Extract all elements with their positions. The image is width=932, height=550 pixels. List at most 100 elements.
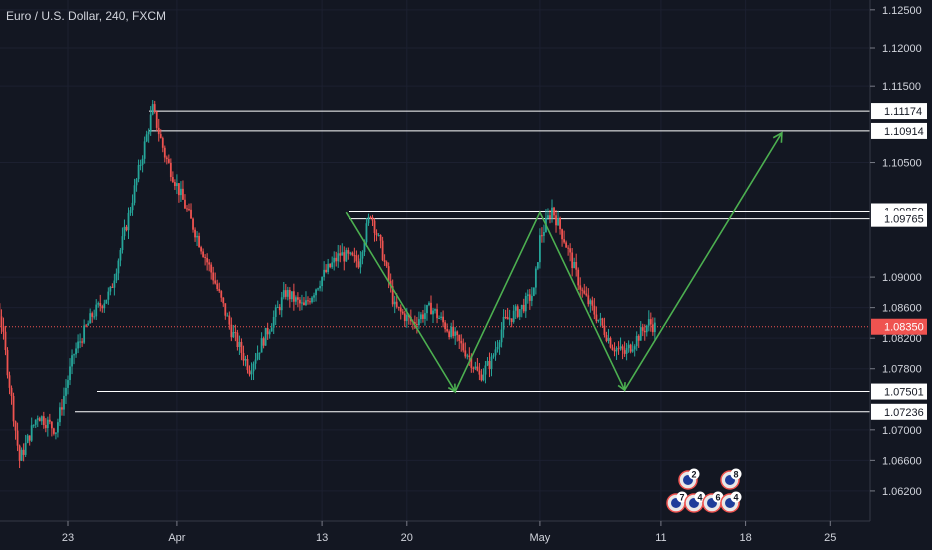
candle-body <box>615 348 618 352</box>
candle-body <box>206 257 209 263</box>
candle-body <box>238 341 241 348</box>
candle-body <box>351 252 354 256</box>
candle-body <box>420 314 422 320</box>
event-badge[interactable]: 4 <box>720 491 742 513</box>
y-tick-label: 1.11500 <box>882 81 921 93</box>
candle-body <box>436 309 438 319</box>
candle-body <box>264 327 267 346</box>
candle-body <box>232 332 235 338</box>
candle-body <box>553 207 555 216</box>
candle-body <box>313 295 315 298</box>
candle-body <box>109 286 112 292</box>
candle-body <box>510 318 513 322</box>
event-badge[interactable]: 2 <box>678 468 700 490</box>
candle-body <box>20 449 23 461</box>
zigzag-path[interactable] <box>345 132 783 394</box>
y-tick-label: 1.07000 <box>882 425 922 437</box>
candle-body <box>46 419 49 429</box>
candle-body <box>563 239 565 243</box>
candle-body <box>87 323 90 326</box>
candle-body <box>559 218 561 230</box>
zigzag-projection[interactable] <box>345 131 783 394</box>
time-axis[interactable]: 23 Apr 13 20 May 11 18 25 <box>62 521 837 544</box>
candle-body <box>349 252 352 254</box>
candle-body <box>32 424 35 426</box>
candle-body <box>341 252 344 256</box>
candle-body <box>63 395 65 410</box>
candle-body <box>460 340 463 344</box>
candle-body <box>16 430 19 446</box>
candle-body <box>551 207 553 219</box>
candle-body <box>452 326 455 336</box>
candle-body <box>647 319 650 326</box>
event-badge[interactable]: 8 <box>720 468 742 490</box>
candle-body <box>571 252 574 269</box>
candle-body <box>524 295 527 312</box>
candle-body <box>619 346 622 349</box>
event-badge[interactable]: 6 <box>702 491 724 513</box>
x-tick-label: 23 <box>62 532 74 544</box>
candle-body <box>472 367 475 369</box>
candle-body <box>369 216 372 218</box>
candle-body <box>244 359 247 361</box>
candle-body <box>385 262 388 267</box>
candle-body <box>151 104 154 115</box>
candle-body <box>169 162 172 178</box>
candle-body <box>428 302 430 306</box>
candle-body <box>38 418 41 422</box>
level-price-tag <box>871 403 927 420</box>
candle-body <box>52 428 55 434</box>
candle-body <box>194 229 196 238</box>
candle-body <box>278 307 281 311</box>
x-tick-label: 25 <box>824 532 836 544</box>
event-badge[interactable]: 4 <box>684 491 706 513</box>
candle-body <box>167 159 170 163</box>
horizontal-levels[interactable] <box>0 110 870 413</box>
candle-body <box>480 374 483 381</box>
candle-body <box>73 354 75 356</box>
candle-body <box>629 344 632 352</box>
candle-body <box>583 290 586 294</box>
candle-body <box>117 260 120 274</box>
event-badge[interactable]: 7 <box>666 491 688 513</box>
candle-body <box>539 235 541 263</box>
candle-body <box>607 337 610 341</box>
candle-body <box>75 348 77 355</box>
x-tick-label: 20 <box>401 532 413 544</box>
candle-body <box>286 289 289 297</box>
candle-body <box>561 229 563 240</box>
price-axis[interactable]: 1.12500 1.12000 1.11500 1.10500 1.09000 1.086… <box>870 5 922 498</box>
candle-body <box>188 209 190 211</box>
candle-body <box>93 316 96 318</box>
candle-body <box>192 218 194 230</box>
candle-body <box>581 289 584 291</box>
candle-body <box>476 366 479 371</box>
candle-body <box>474 366 477 369</box>
candle-body <box>305 300 307 306</box>
candle-body <box>609 337 612 348</box>
candle-body <box>353 255 356 257</box>
candle-body <box>147 131 150 135</box>
candle-body <box>442 316 444 323</box>
candle-body <box>319 286 321 289</box>
candle-body <box>0 316 3 327</box>
candle-body <box>79 341 81 343</box>
candle-body <box>159 134 162 139</box>
event-badges[interactable]: 2 8 7 4 6 4 <box>666 468 742 513</box>
candle-body <box>401 311 404 314</box>
level-price-label: 1.07236 <box>884 407 924 419</box>
y-tick-label: 1.08600 <box>882 303 922 315</box>
candle-body <box>617 348 620 350</box>
y-tick-label: 1.10500 <box>882 158 922 170</box>
candle-body <box>482 374 485 381</box>
candle-body <box>129 210 132 213</box>
candle-body <box>42 416 45 426</box>
candle-body <box>377 235 380 237</box>
candle-body <box>649 319 652 325</box>
candle-body <box>434 309 436 311</box>
candle-body <box>337 253 340 262</box>
candle-body <box>327 263 330 272</box>
candle-body <box>91 313 94 317</box>
level-price-tag <box>871 103 927 120</box>
